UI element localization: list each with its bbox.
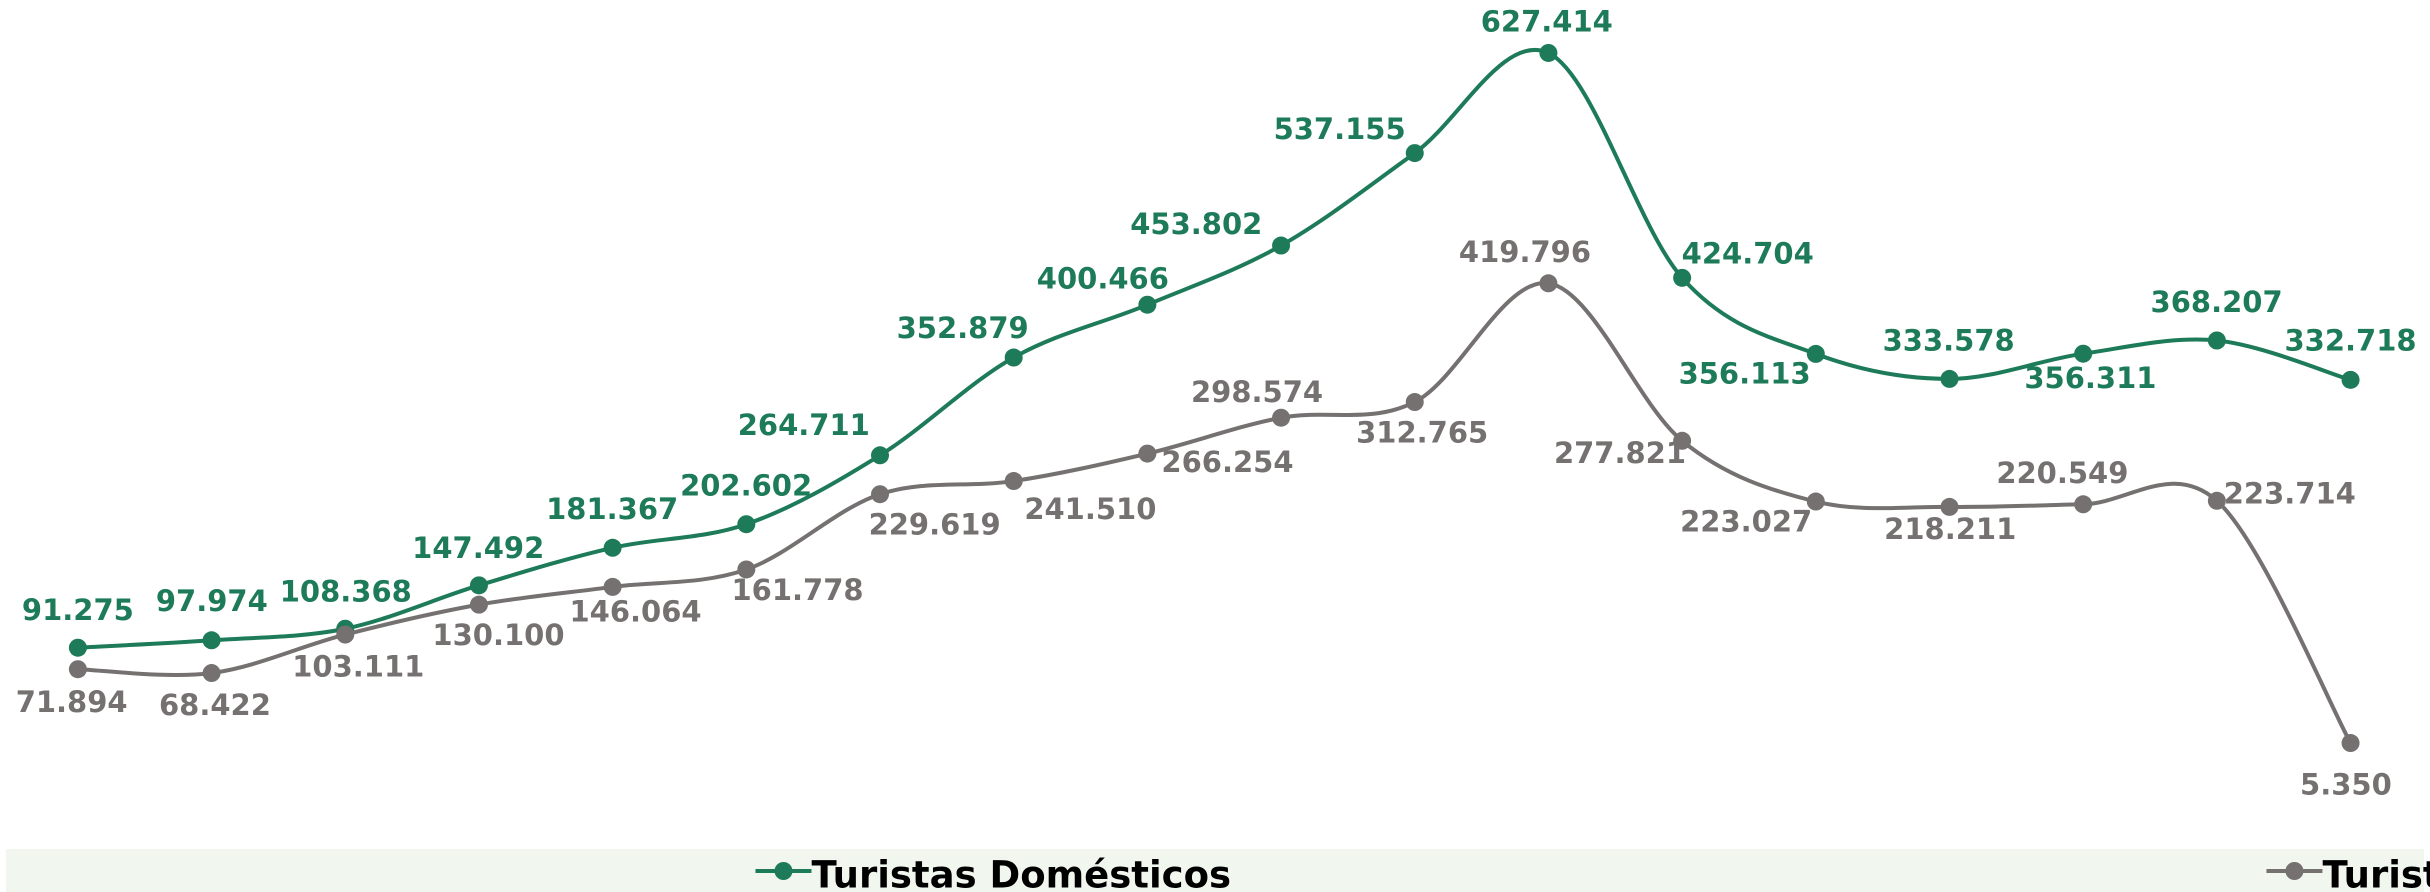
data-label: 333.578 xyxy=(1883,324,2015,358)
data-point xyxy=(202,631,221,650)
data-label: 453.802 xyxy=(1130,207,1262,241)
data-label: 229.619 xyxy=(869,508,1001,542)
data-point xyxy=(2341,370,2360,389)
legend-label: Turistas Domésticos xyxy=(811,854,1231,892)
legend-label: Turistas Estrangeiros xyxy=(2322,854,2430,892)
data-label: 424.704 xyxy=(1682,236,1814,270)
data-point xyxy=(1673,268,1692,287)
legend-band xyxy=(6,849,2424,892)
data-point xyxy=(202,664,221,683)
data-point xyxy=(1806,492,1825,511)
data-label: 241.510 xyxy=(1024,492,1156,526)
legend-marker xyxy=(774,862,793,880)
data-label: 312.765 xyxy=(1356,416,1488,450)
data-point xyxy=(1940,369,1959,388)
data-point xyxy=(737,560,756,579)
data-label: 352.879 xyxy=(897,311,1029,345)
data-label: 223.714 xyxy=(2224,476,2356,510)
data-point xyxy=(871,446,890,465)
data-label: 264.711 xyxy=(738,408,870,442)
data-label: 332.718 xyxy=(2285,324,2417,358)
data-label: 368.207 xyxy=(2151,285,2283,319)
data-label: 146.064 xyxy=(569,595,701,629)
data-label: 277.821 xyxy=(1554,436,1686,470)
data-point xyxy=(336,625,355,644)
data-label: 91.275 xyxy=(22,593,134,627)
data-label: 97.974 xyxy=(156,584,268,618)
data-point xyxy=(2341,734,2360,753)
data-label: 627.414 xyxy=(1481,4,1613,38)
data-label: 223.027 xyxy=(1680,504,1812,538)
data-label: 220.549 xyxy=(1996,456,2128,490)
legend-marker xyxy=(2285,862,2304,880)
data-label: 537.155 xyxy=(1274,112,1406,146)
data-point xyxy=(1539,274,1558,293)
data-point xyxy=(1138,444,1157,463)
data-label: 266.254 xyxy=(1161,445,1293,479)
data-point xyxy=(1405,144,1424,163)
data-point xyxy=(603,577,622,596)
data-label: 356.113 xyxy=(1679,356,1811,390)
data-label: 68.422 xyxy=(159,688,271,722)
data-label: 202.602 xyxy=(680,469,812,503)
data-point xyxy=(1272,236,1291,255)
data-label: 161.778 xyxy=(731,573,863,607)
data-label: 130.100 xyxy=(432,618,564,652)
data-label: 147.492 xyxy=(412,531,544,565)
data-point xyxy=(737,515,756,534)
data-point xyxy=(871,485,890,504)
data-point xyxy=(68,638,87,657)
data-point xyxy=(1806,344,1825,363)
data-point xyxy=(1940,497,1959,516)
data-label: 298.574 xyxy=(1191,375,1323,409)
data-label: 103.111 xyxy=(292,649,424,683)
data-point xyxy=(2207,331,2226,350)
data-point xyxy=(2074,495,2093,514)
data-point xyxy=(1673,431,1692,450)
data-point xyxy=(603,538,622,557)
data-point xyxy=(1405,393,1424,412)
data-label: 356.311 xyxy=(2024,361,2156,395)
data-point xyxy=(2074,344,2093,363)
data-label: 108.368 xyxy=(280,574,412,608)
data-point xyxy=(1004,472,1023,491)
data-point xyxy=(1004,348,1023,367)
data-point xyxy=(1539,43,1558,62)
data-label: 5.350 xyxy=(2300,768,2392,802)
data-label: 181.367 xyxy=(546,492,678,526)
data-label: 419.796 xyxy=(1459,235,1591,269)
data-point xyxy=(68,660,87,679)
data-label: 400.466 xyxy=(1037,261,1169,295)
data-label: 218.211 xyxy=(1884,512,2016,546)
data-point xyxy=(2207,491,2226,510)
data-point xyxy=(469,595,488,614)
data-point xyxy=(1272,408,1291,427)
data-point xyxy=(1138,295,1157,314)
data-label: 71.894 xyxy=(16,685,128,719)
data-point xyxy=(469,576,488,595)
